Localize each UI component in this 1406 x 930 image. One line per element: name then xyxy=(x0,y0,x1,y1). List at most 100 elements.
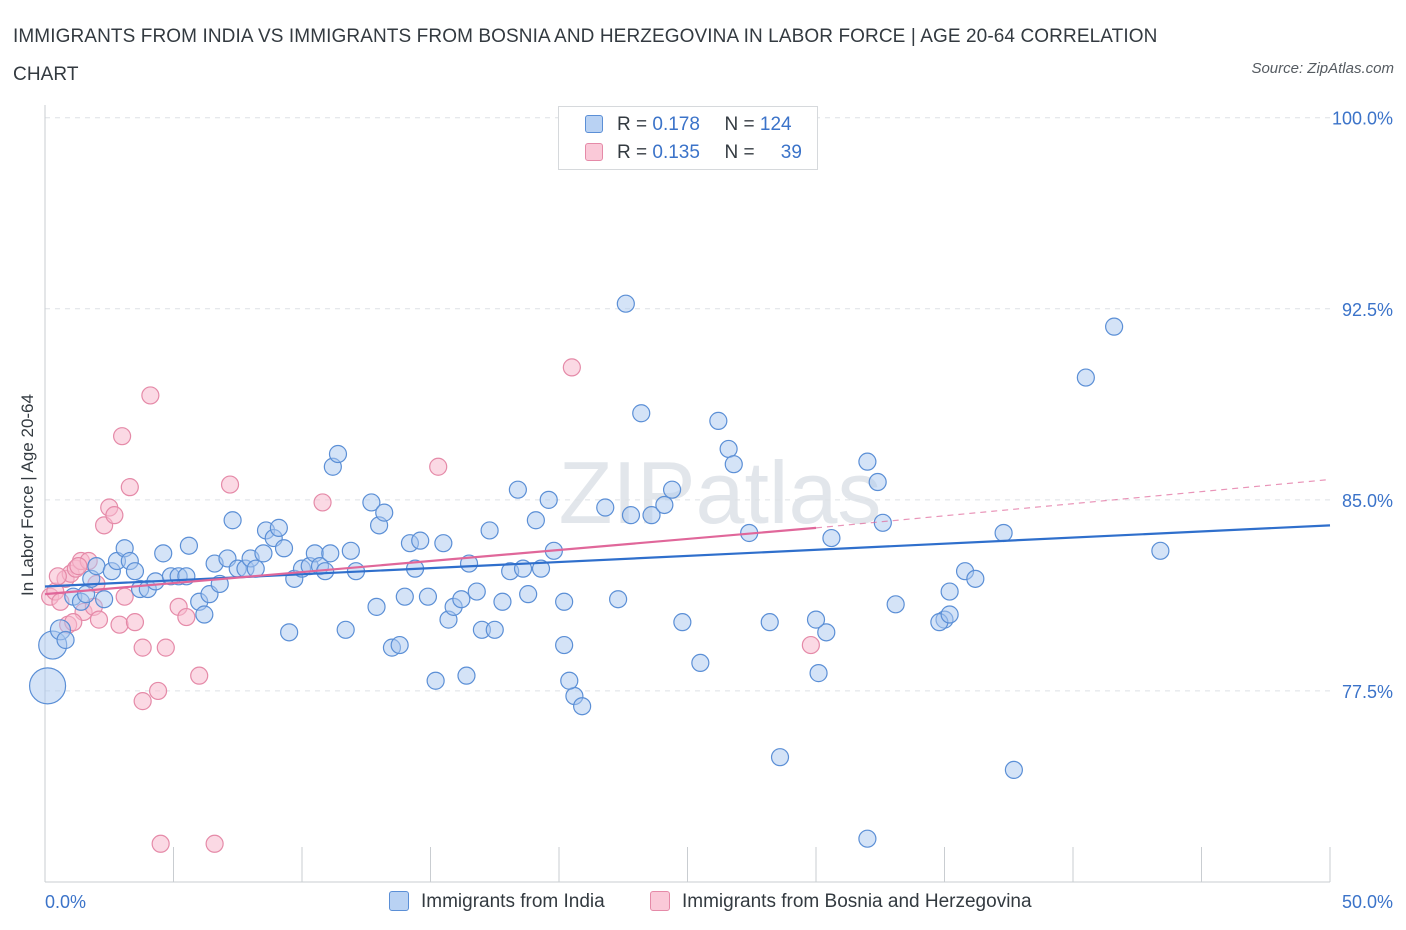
bosnia-point xyxy=(112,427,132,446)
india-point xyxy=(336,620,355,639)
bosnia-point xyxy=(125,613,145,632)
india-point xyxy=(485,620,504,639)
india-point xyxy=(655,495,674,515)
bosnia-trend-extension xyxy=(815,478,1331,529)
bosnia-point xyxy=(120,478,139,497)
india-point xyxy=(1076,368,1095,387)
india-point xyxy=(555,592,574,611)
india-point xyxy=(56,630,75,650)
watermark: ZIPatlas xyxy=(559,443,882,542)
india-point xyxy=(719,439,738,459)
india-point xyxy=(254,544,273,563)
india-point xyxy=(858,829,877,848)
x-tick-label: 50.0% xyxy=(1342,892,1393,912)
bosnia-point xyxy=(133,638,152,657)
india-point xyxy=(560,671,579,690)
bosnia-point xyxy=(205,834,224,853)
legend-r-value-bosnia: 0.135 xyxy=(652,142,700,163)
india-point xyxy=(858,452,877,471)
india-point xyxy=(940,605,959,624)
bosnia-point xyxy=(89,610,109,629)
india-point xyxy=(886,595,905,614)
legend-n-label: N = xyxy=(724,142,755,163)
india-point xyxy=(426,671,445,690)
india-point xyxy=(573,697,592,716)
india-point xyxy=(179,536,199,555)
india-point xyxy=(77,585,96,604)
bosnia-point xyxy=(148,681,168,701)
india-point xyxy=(873,513,892,532)
india-point xyxy=(526,511,545,530)
source-credit: Source: ZipAtlas.com xyxy=(1251,60,1394,77)
india-point xyxy=(367,597,386,616)
y-axis-label: In Labor Force | Age 20-64 xyxy=(18,394,37,596)
india-point xyxy=(596,498,615,517)
india-point xyxy=(940,582,959,601)
india-point xyxy=(760,613,779,632)
india-point xyxy=(616,294,635,313)
bosnia-point xyxy=(48,567,67,586)
india-point xyxy=(868,472,887,492)
y-tick-label: 92.5% xyxy=(1342,300,1393,320)
india-point xyxy=(994,523,1013,543)
india-point xyxy=(195,605,214,624)
x-tick-label: 0.0% xyxy=(45,892,86,912)
india-point xyxy=(223,511,242,530)
india-point xyxy=(1105,317,1124,336)
india-point xyxy=(341,541,360,560)
india-point xyxy=(555,635,574,655)
india-point xyxy=(806,610,826,629)
bosnia-point xyxy=(110,615,129,634)
correlation-legend: R = 0.178 N = 124 R = 0.135 N = 39 xyxy=(558,106,818,170)
india-point xyxy=(817,623,836,642)
bosnia-point xyxy=(69,557,88,576)
india-point xyxy=(28,667,67,705)
india-point xyxy=(362,493,381,512)
india-point xyxy=(480,521,499,540)
chart-title: IMMIGRANTS FROM INDIA VS IMMIGRANTS FROM… xyxy=(13,26,1158,85)
india-point xyxy=(95,590,114,609)
y-tick-label: 100.0% xyxy=(1332,109,1393,129)
bosnia-point xyxy=(141,386,160,405)
india-point xyxy=(609,590,628,609)
india-point xyxy=(375,503,394,522)
tick-labels: 77.5% 85.0% 92.5% 100.0% 0.0% 50.0% xyxy=(45,109,1393,912)
india-point xyxy=(434,534,453,553)
india-point xyxy=(724,455,743,474)
india-point xyxy=(632,404,651,423)
bosnia-point xyxy=(151,834,170,853)
legend-n-value-bosnia: 39 xyxy=(780,142,802,163)
india-point xyxy=(508,480,527,499)
india-point xyxy=(539,490,558,509)
india-point xyxy=(770,748,790,767)
india-point xyxy=(691,653,710,673)
india-point xyxy=(125,562,145,581)
bosnia-point xyxy=(562,358,581,377)
india-point xyxy=(519,585,538,604)
india-point xyxy=(642,506,661,525)
india-point xyxy=(418,587,438,606)
india-point xyxy=(457,666,476,685)
india-point xyxy=(467,582,486,601)
india-swatch xyxy=(585,115,603,133)
india-point xyxy=(280,623,299,642)
india-legend-label: Immigrants from India xyxy=(421,891,605,912)
india-point xyxy=(321,544,340,563)
bosnia-point xyxy=(801,635,820,655)
bosnia-point xyxy=(429,457,448,476)
bosnia-point xyxy=(133,692,152,711)
india-point xyxy=(154,544,173,563)
y-tick-label: 85.0% xyxy=(1342,491,1393,511)
india-point xyxy=(966,569,985,588)
india-point xyxy=(269,518,288,537)
india-point xyxy=(1151,541,1170,560)
india-point xyxy=(709,411,728,430)
legend-n-label: N = xyxy=(724,114,755,135)
india-series xyxy=(28,294,1170,848)
bosnia-point xyxy=(115,587,134,606)
india-point xyxy=(395,587,414,606)
india-legend-swatch xyxy=(389,891,409,911)
india-point xyxy=(662,480,682,499)
india-point xyxy=(1004,760,1023,780)
india-point xyxy=(621,506,641,525)
